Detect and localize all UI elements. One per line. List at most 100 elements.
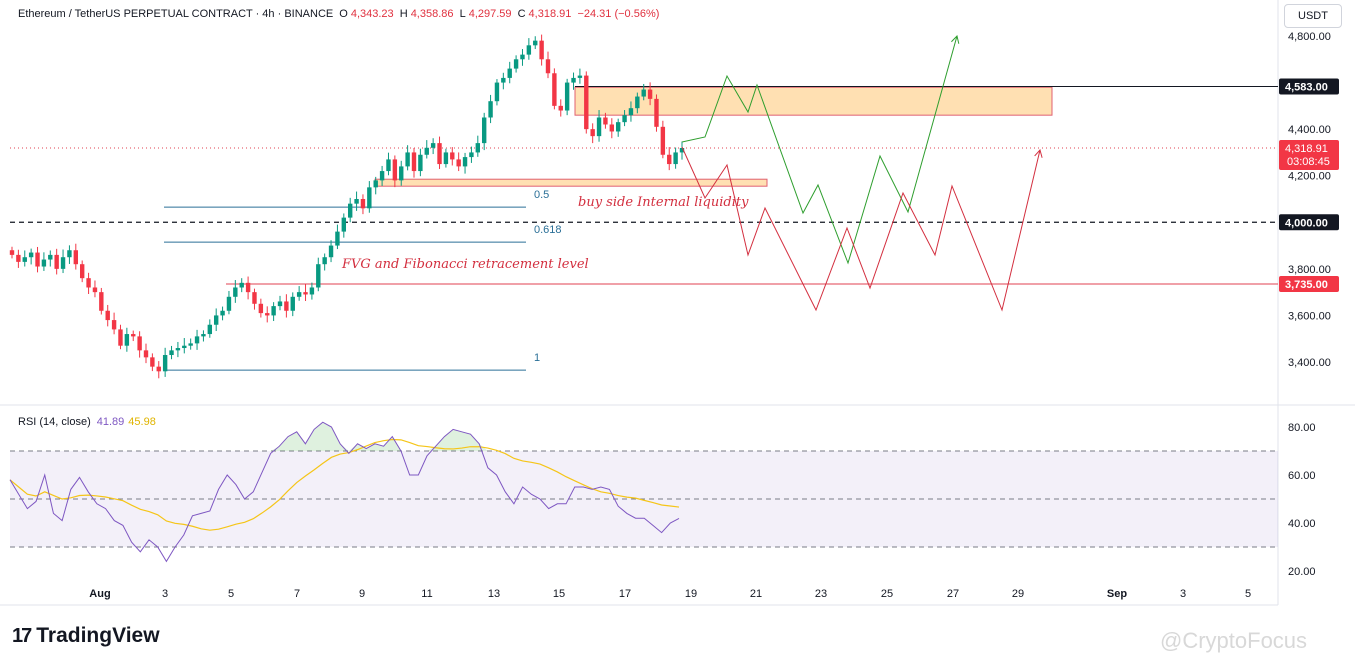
bullish-projection-path-arrowhead [951, 34, 960, 44]
time-tick-label: 9 [359, 588, 365, 600]
rsi-value: 41.89 [96, 416, 125, 428]
candle [28, 248, 34, 265]
candle [245, 276, 251, 300]
candle [296, 286, 302, 301]
candle [284, 294, 289, 318]
time-tick-label: 17 [619, 588, 631, 600]
watermark: @CryptoFocus [1160, 628, 1308, 653]
candle-body [552, 73, 557, 106]
rsi-ma-value: 45.98 [128, 416, 156, 428]
candle [462, 152, 468, 174]
candle [437, 136, 442, 169]
candle [411, 148, 417, 178]
countdown-badge: 03:08:45 [1287, 156, 1330, 168]
candle-body [533, 40, 538, 46]
candle [73, 243, 79, 270]
time-tick-label: 5 [1245, 588, 1251, 600]
time-tick-label: 11 [421, 588, 432, 600]
candle [48, 250, 53, 267]
candle-body [609, 124, 615, 132]
candle-body [316, 264, 321, 288]
candle [488, 94, 493, 124]
candle-body [424, 147, 429, 155]
candle [507, 61, 512, 84]
liquidity-annotation: buy side Internal liquidity [578, 195, 749, 210]
candle-body [558, 105, 563, 111]
candle [513, 55, 519, 73]
candle-body [188, 343, 193, 346]
candle-body [494, 82, 500, 102]
candle [456, 152, 461, 172]
tradingview-logo[interactable]: 17 TradingView [12, 624, 160, 648]
candle-body [437, 143, 442, 165]
candle-body [35, 252, 40, 267]
currency-button[interactable]: USDT [1284, 4, 1342, 28]
candle-body [290, 296, 295, 311]
candle-body [635, 96, 640, 109]
candle-body [22, 257, 27, 262]
candle-body [322, 257, 327, 265]
candle-body [239, 282, 244, 288]
candle [558, 99, 563, 117]
candle-body [507, 68, 512, 78]
candle-body [213, 315, 219, 325]
high-value: 4,358.86 [410, 8, 454, 20]
candle-body [545, 59, 551, 74]
candle [175, 341, 181, 358]
rsi-line [9, 421, 680, 563]
price-tick-label: 3,800.00 [1288, 264, 1331, 276]
candle-body [481, 117, 487, 144]
current-price-badge-bg [1279, 140, 1339, 171]
candle-body [137, 336, 142, 351]
fvg-annotation: FVG and Fibonacci retracement level [341, 257, 589, 272]
candle-body [520, 54, 525, 60]
candle-body [86, 278, 91, 288]
candle-body [469, 152, 474, 158]
candle [16, 249, 21, 268]
candle-body [584, 75, 589, 130]
candle [258, 298, 264, 318]
candle [533, 36, 538, 50]
low-label: L [459, 8, 466, 20]
candle [609, 118, 615, 139]
candle [481, 112, 487, 151]
candle-body [367, 187, 372, 209]
price-tick-label: 4,200.00 [1288, 171, 1331, 183]
candle [118, 324, 123, 350]
candle-body [622, 115, 627, 123]
candle-body [628, 108, 634, 116]
candle [628, 101, 634, 122]
candle [271, 302, 276, 322]
candle [596, 110, 602, 142]
fib-05-label: 0.5 [534, 189, 549, 201]
candle-body [335, 231, 340, 246]
candle-body [405, 152, 410, 167]
candle-body [284, 301, 289, 311]
candle [347, 197, 353, 223]
time-tick-label: 27 [947, 588, 959, 600]
candle [494, 79, 500, 106]
candle [526, 38, 532, 60]
candle-body [131, 334, 136, 337]
bullish-projection-path [681, 35, 958, 265]
candle [443, 148, 449, 168]
candle [475, 135, 481, 157]
candle-body [615, 122, 621, 132]
rsi-tick-label: 20.00 [1288, 566, 1316, 578]
candle [60, 249, 66, 274]
candle-body [501, 77, 506, 83]
candle [86, 272, 91, 295]
price-tick-label: 3,400.00 [1288, 357, 1331, 369]
candle [399, 160, 404, 186]
candle [22, 250, 27, 267]
candle-body [9, 250, 15, 255]
candle [647, 82, 653, 106]
candle-body [54, 254, 59, 269]
candle-body [79, 264, 85, 279]
candle [105, 304, 110, 327]
round-level-badge-bg [1279, 214, 1339, 231]
candle-body [207, 324, 213, 335]
candle [35, 246, 40, 273]
candle-body [450, 152, 455, 160]
